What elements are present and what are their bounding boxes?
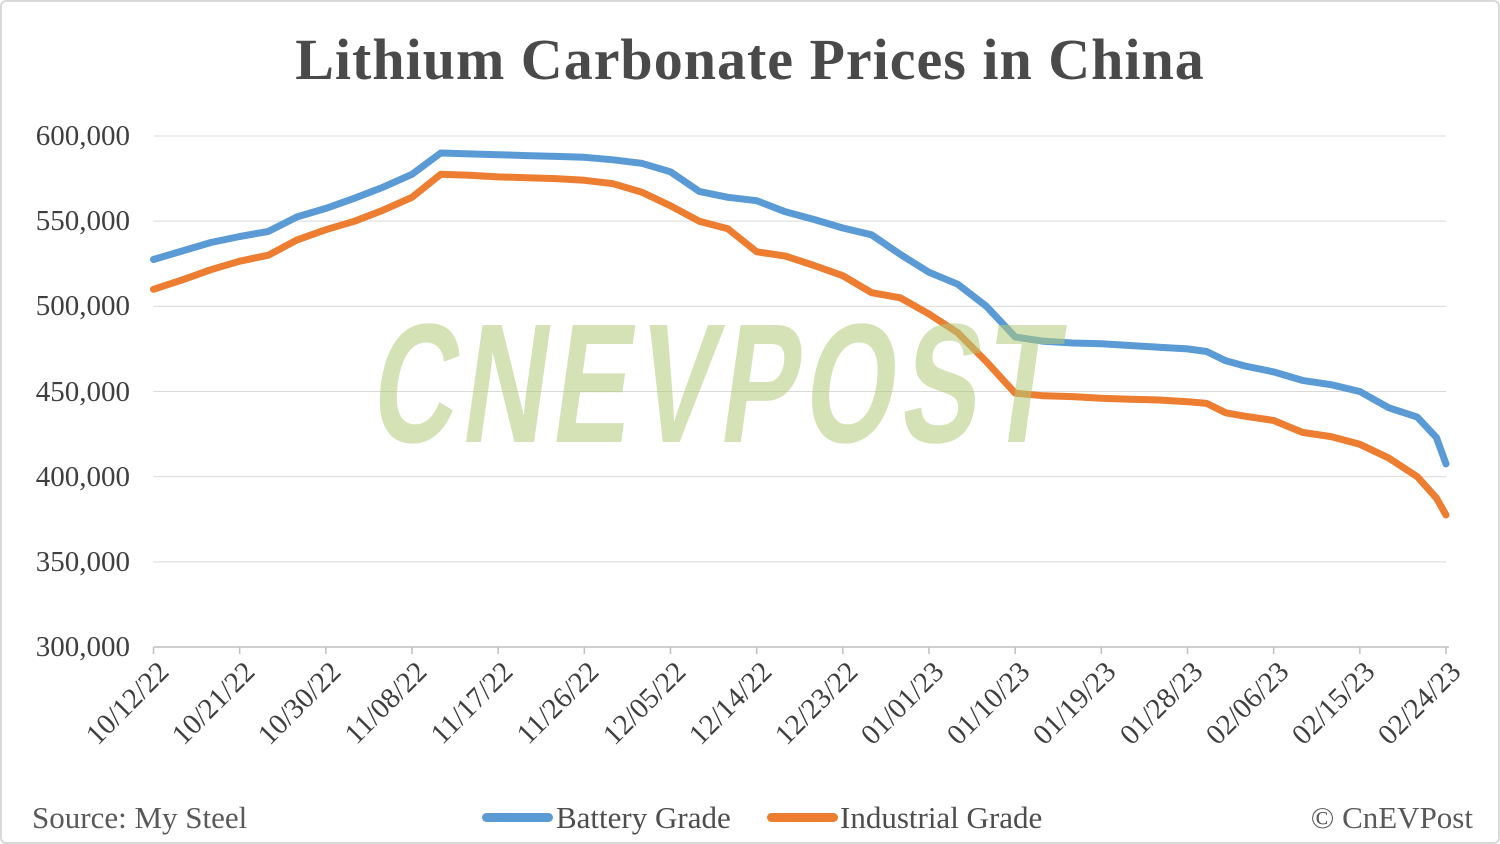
y-axis-tick-label: 300,000	[35, 631, 130, 663]
battery-grade-line	[150, 149, 1450, 468]
y-axis-tick-label: 400,000	[35, 460, 130, 493]
y-axis-tick-label: 500,000	[35, 290, 130, 323]
y-axis-tick-label: 450,000	[35, 375, 130, 408]
source-note: Source: My Steel	[32, 800, 248, 835]
legend-label-battery-grade: Battery Grade	[556, 800, 731, 835]
legend-swatch-industrial-grade	[767, 813, 838, 822]
copyright: © CnEVPost	[1310, 800, 1473, 835]
industrial-grade-line	[150, 170, 1450, 519]
y-axis-tick-label: 600,000	[35, 120, 130, 152]
chart-title: Lithium Carbonate Prices in China	[295, 27, 1205, 92]
y-axis-tick-label: 350,000	[35, 545, 130, 578]
legend-swatch-battery-grade	[482, 813, 553, 822]
legend-label-industrial-grade: Industrial Grade	[840, 800, 1043, 835]
y-axis-tick-label: 550,000	[35, 205, 130, 238]
